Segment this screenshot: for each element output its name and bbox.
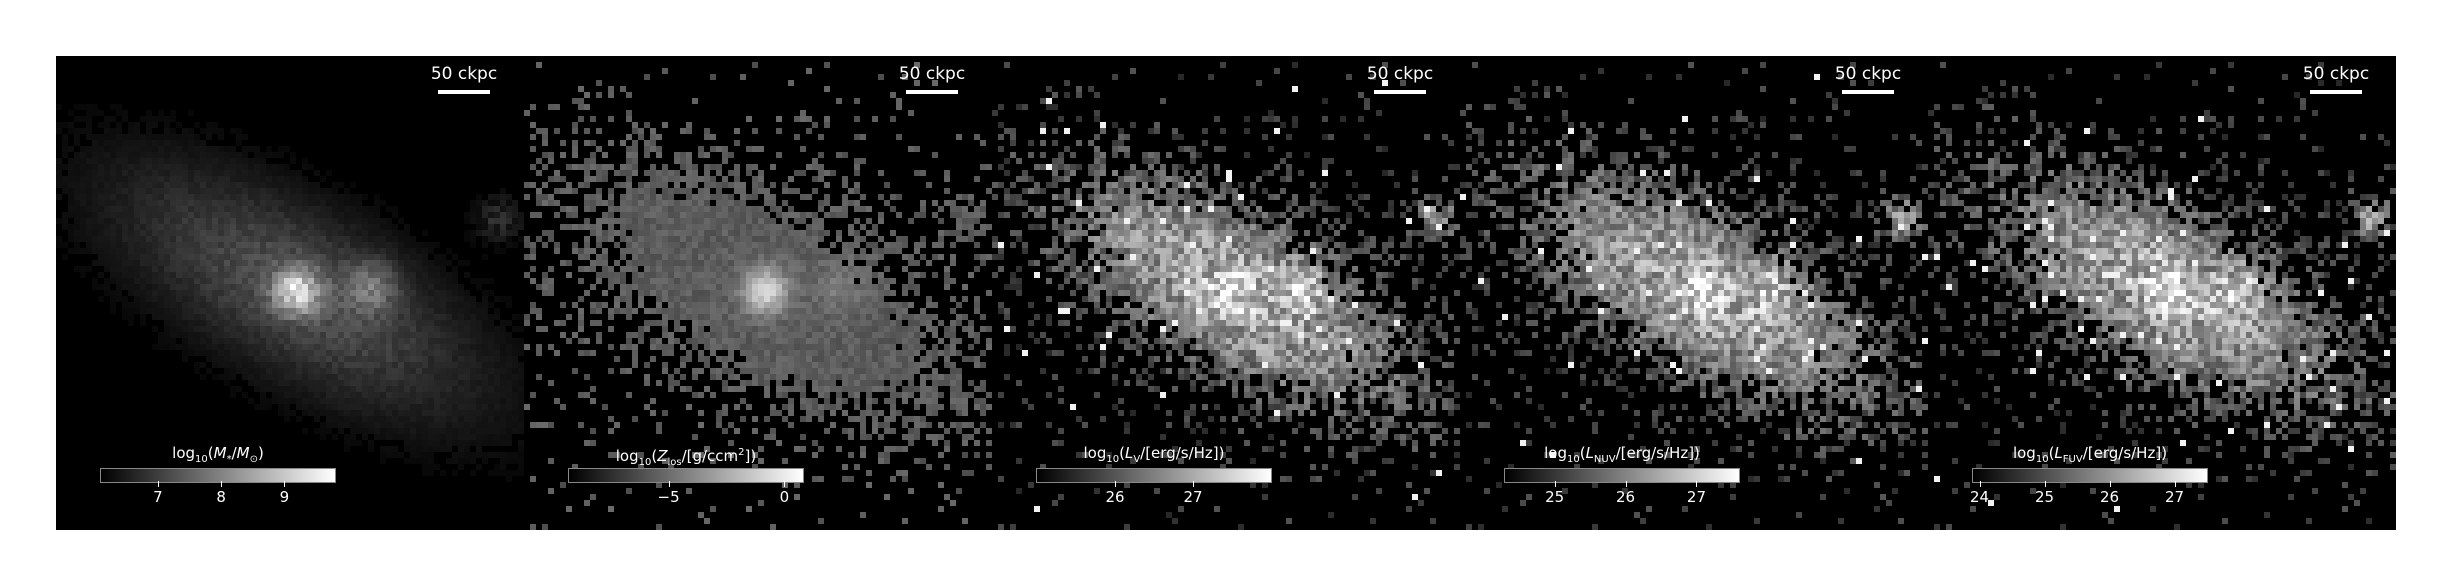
colorbar-gradient <box>1504 468 1740 483</box>
colorbar-tick-label: 26 <box>1615 488 1636 506</box>
scale-bar: 50 ckpc <box>424 64 504 94</box>
galaxy-map-image <box>1928 62 2396 530</box>
colorbar-tick-label: 27 <box>1183 488 1203 506</box>
colorbar-tick-label: 7 <box>153 488 163 506</box>
colorbar-tick <box>157 481 159 487</box>
scale-bar-label: 50 ckpc <box>1366 64 1434 84</box>
colorbar-tick-label: −5 <box>657 488 680 506</box>
scale-bar-line <box>438 90 490 94</box>
colorbar-gradient <box>1972 468 2208 483</box>
colorbar-title: log10(LV/[erg/s/Hz]) <box>1083 444 1225 465</box>
colorbar-tick-label: 26 <box>2099 488 2120 506</box>
figure: 50 ckpc log10(M*/M⊙) 7 8 9 50 ckpc log10(Zlos/… <box>56 56 2396 530</box>
map-panel: 50 ckpc log10(M*/M⊙) 7 8 9 <box>56 56 524 530</box>
colorbar-tick <box>284 481 286 487</box>
colorbar-title: log10(Zlos/[g/ccm2]) <box>615 447 757 468</box>
colorbar-tick <box>2174 481 2176 487</box>
colorbar-gradient <box>1036 468 1272 483</box>
map-panel: 50 ckpc log10(LV/[erg/s/Hz]) 26 27 <box>992 56 1460 530</box>
scale-bar-line <box>906 90 958 94</box>
scale-bar-label: 50 ckpc <box>430 64 498 84</box>
scale-bar-label: 50 ckpc <box>898 64 966 84</box>
colorbar-tick-label: 25 <box>1545 488 1565 506</box>
scale-bar: 50 ckpc <box>1828 64 1908 94</box>
scale-bar-label: 50 ckpc <box>1834 64 1902 84</box>
map-panel: 50 ckpc log10(Zlos/[g/ccm2]) −5 0 <box>524 56 992 530</box>
galaxy-map-image <box>992 62 1460 530</box>
scale-bar-line <box>2310 90 2362 94</box>
colorbar-gradient <box>568 468 804 483</box>
colorbar-tick-label: 8 <box>216 488 226 506</box>
galaxy-map-image <box>56 104 524 482</box>
colorbar-tick <box>1979 481 1981 487</box>
colorbar-title: log10(LNUV/[erg/s/Hz]) <box>1544 444 1700 465</box>
colorbar-tick-label: 24 <box>1969 488 1990 506</box>
colorbar-tick-label: 0 <box>779 488 790 506</box>
colorbar-tick <box>668 481 670 487</box>
scale-bar-line <box>1374 90 1426 94</box>
colorbar-tick <box>784 481 786 487</box>
colorbar-title: log10(LFUV/[erg/s/Hz]) <box>2012 444 2168 465</box>
colorbar-tick-label: 26 <box>1105 488 1125 506</box>
colorbar-tick <box>2044 481 2046 487</box>
colorbar-tick-label: 27 <box>2164 488 2185 506</box>
scale-bar: 50 ckpc <box>892 64 972 94</box>
map-panel: 50 ckpc log10(LFUV/[erg/s/Hz]) 24 25 26 27 <box>1928 56 2396 530</box>
scale-bar: 50 ckpc <box>2296 64 2376 94</box>
colorbar-tick <box>1554 481 1556 487</box>
colorbar-tick-label: 25 <box>2034 488 2055 506</box>
colorbar-gradient <box>100 468 336 483</box>
scale-bar-label: 50 ckpc <box>2302 64 2370 84</box>
colorbar-tick <box>1193 481 1194 487</box>
colorbar-tick <box>1625 481 1627 487</box>
colorbar-tick-label: 9 <box>279 488 290 506</box>
colorbar-tick <box>2109 481 2111 487</box>
scale-bar: 50 ckpc <box>1360 64 1440 94</box>
colorbar-tick <box>1696 481 1698 487</box>
colorbar-tick <box>221 481 223 487</box>
colorbar-tick-label: 27 <box>1686 488 1706 506</box>
map-panel: 50 ckpc log10(LNUV/[erg/s/Hz]) 25 26 27 <box>1460 56 1928 530</box>
scale-bar-line <box>1842 90 1894 94</box>
galaxy-map-image <box>524 62 992 530</box>
galaxy-map-image <box>1460 62 1928 530</box>
colorbar-title: log10(M*/M⊙) <box>172 444 264 465</box>
colorbar-tick <box>1115 481 1116 487</box>
